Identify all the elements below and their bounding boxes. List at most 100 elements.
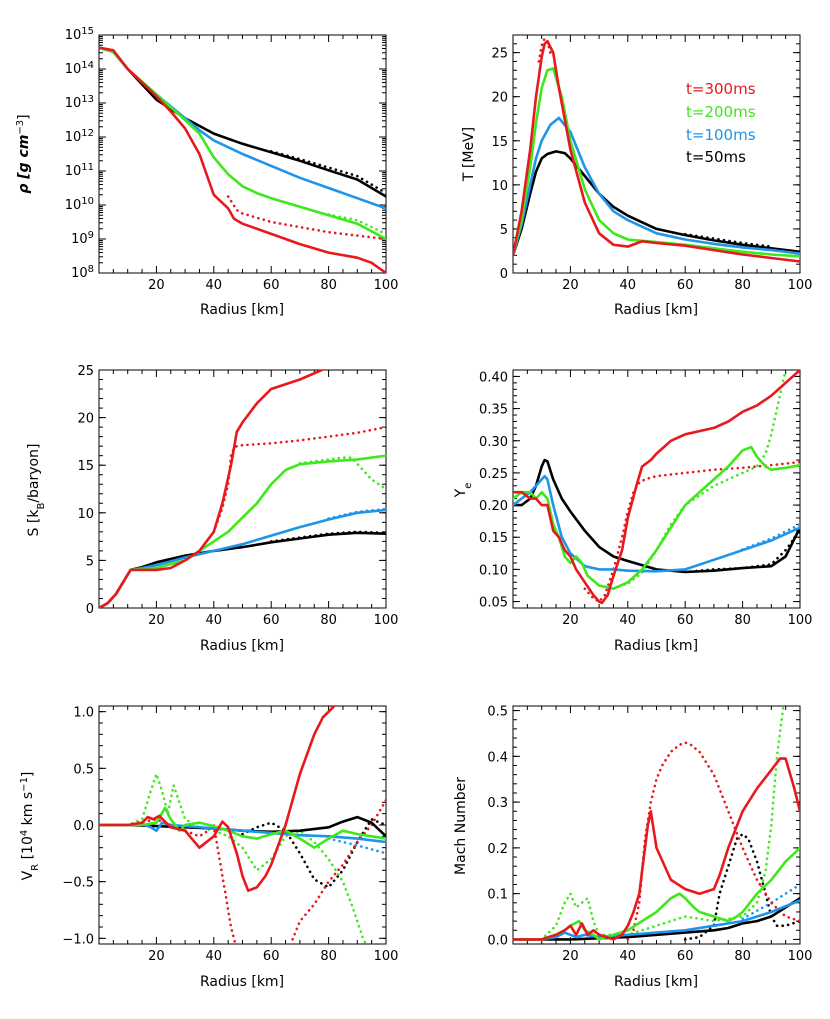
y-tick-label: 0.20	[479, 499, 508, 514]
series-t50-dotted	[683, 232, 773, 248]
y-label-main: Y	[453, 488, 469, 498]
series-t300-dotted	[226, 195, 386, 241]
y-ticks: −1.0 −0.5 0.0 0.5 1.0	[62, 706, 386, 947]
y-axis-label: VR [104 km s−1]	[19, 772, 41, 881]
y-tick-label: −0.5	[62, 876, 94, 891]
x-tick-label: 80	[734, 949, 751, 964]
series-t50-dotted	[683, 832, 800, 941]
y-label-end: /baryon]	[26, 444, 42, 503]
series-t200-solid	[513, 445, 800, 590]
series-t300-solid	[99, 706, 336, 892]
series-t100-solid	[99, 508, 386, 608]
x-ticks: 20 40 60 80 100	[112, 35, 398, 293]
y-tick-label: 0.5	[487, 705, 508, 720]
x-tick-label: 20	[562, 949, 579, 964]
y-tick-label: 10	[491, 179, 508, 194]
series-t300-solid	[513, 39, 800, 263]
x-tick-label: 100	[374, 949, 399, 964]
x-tick-label: 60	[263, 278, 280, 293]
x-tick-label: 20	[562, 613, 579, 628]
series-t200-solid	[513, 846, 800, 941]
series-t200-dotted	[327, 213, 386, 236]
series-t100-dotted	[327, 837, 386, 855]
series-t300-solid	[99, 370, 326, 608]
panel-temperature: 20 40 60 80 100 0 5 10 15 20 25 Radius [km] T [Me…	[461, 34, 812, 318]
y-tick-label: 0.40	[479, 370, 508, 385]
y-tick-label: 25	[491, 47, 508, 62]
y-tick-label: 108	[71, 264, 94, 282]
y-tick-label: 20	[77, 412, 94, 427]
plot-frame	[512, 705, 801, 945]
x-tick-label: 40	[620, 278, 637, 293]
x-axis-label: Radius [km]	[614, 302, 698, 318]
y-tick-label: 0.0	[73, 819, 94, 834]
y-tick-label: 5	[500, 223, 508, 238]
y-tick-label: 0.3	[487, 796, 508, 811]
y-label-sub: R	[30, 864, 41, 871]
y-label-mid: km s	[20, 792, 36, 830]
y-tick-exp: 10	[81, 196, 94, 207]
series-t100-solid	[513, 899, 800, 941]
y-tick-exp: 9	[88, 230, 94, 241]
x-axis-label: Radius [km]	[200, 302, 284, 318]
series-group	[513, 37, 800, 263]
series-t100-solid	[513, 116, 800, 257]
x-tick-label: 80	[320, 278, 337, 293]
legend-t50: t=50ms	[686, 148, 746, 166]
y-tick-base: 10	[65, 28, 82, 43]
y-tick-label: 0.2	[487, 842, 508, 857]
x-ticks: 20 40 60 80 100	[526, 35, 812, 293]
x-tick-label: 40	[206, 613, 223, 628]
x-tick-label: 80	[734, 278, 751, 293]
x-ticks: 20 40 60 80 100	[526, 706, 813, 964]
y-tick-label: 109	[71, 230, 94, 248]
x-tick-label: 60	[677, 949, 694, 964]
y-label-main: ρ [g cm	[16, 135, 32, 194]
y-tick-base: 10	[71, 266, 88, 281]
y-tick-label: 0.5	[73, 762, 94, 777]
y-label-main: V	[20, 870, 36, 880]
x-ticks: 20 40 60 80 100	[112, 706, 399, 964]
y-label-sup: −3	[15, 120, 26, 135]
y-tick-label: 0.25	[479, 467, 508, 482]
y-tick-label: 0.30	[479, 435, 508, 450]
series-t300-dotted	[626, 741, 800, 941]
series-t200-dotted	[612, 370, 787, 590]
y-label-main: S [k	[26, 509, 42, 537]
series-group	[99, 46, 386, 273]
y-tick-label: 0.0	[487, 933, 508, 948]
series-t200-dotted	[298, 456, 386, 491]
x-tick-label: 100	[788, 949, 813, 964]
x-tick-label: 40	[206, 949, 223, 964]
series-t50-solid	[99, 46, 386, 198]
panel-electron-fraction: 20 40 60 80 100 0.05 0.10 0.15 0.20 0.25 0.30 0.35…	[453, 369, 812, 654]
y-tick-label: 0.35	[479, 403, 508, 418]
x-tick-label: 80	[320, 613, 337, 628]
y-tick-label: 1015	[65, 26, 94, 44]
y-tick-exp: 14	[81, 60, 94, 71]
y-tick-base: 10	[65, 198, 82, 213]
panel-velocity: 20 40 60 80 100 −1.0 −0.5 0.0 0.5 1.0 Radius [km…	[19, 705, 399, 990]
series-group	[99, 370, 386, 608]
y-axis-label: Mach Number	[453, 777, 469, 875]
y-tick-label: 1010	[65, 196, 94, 214]
x-tick-label: 60	[677, 278, 694, 293]
series-t200-solid	[99, 806, 386, 849]
series-t100-solid	[513, 474, 800, 573]
x-ticks: 20 40 60 80 100	[526, 370, 812, 628]
y-label-sup1: 4	[19, 830, 30, 836]
y-tick-exp: 15	[81, 26, 94, 37]
y-tick-label: 1014	[65, 60, 94, 78]
y-ticks: 0 5 10 15 20 25	[77, 364, 386, 617]
series-t300-solid	[513, 757, 800, 941]
y-tick-exp: 12	[81, 128, 94, 139]
y-tick-label: 0.15	[479, 531, 508, 546]
x-tick-label: 40	[620, 613, 637, 628]
y-label-end: ]	[20, 772, 36, 777]
series-t300-dotted	[583, 460, 800, 603]
y-tick-label: 0.05	[479, 596, 508, 611]
legend-t200: t=200ms	[686, 103, 756, 121]
y-label-sup2: −1	[19, 777, 30, 792]
series-t300-dotted	[99, 818, 237, 944]
x-tick-label: 20	[562, 278, 579, 293]
